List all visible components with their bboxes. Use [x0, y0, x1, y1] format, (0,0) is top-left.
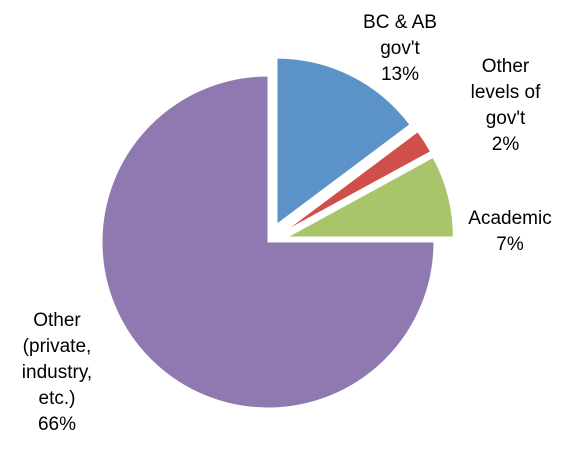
category-label: Other levels of gov't [470, 56, 541, 129]
slice-label: Academic 7% [455, 206, 565, 258]
pie-slice [101, 75, 435, 409]
category-label: BC & AB gov't [363, 12, 437, 59]
slice-label: BC & AB gov't 13% [355, 10, 445, 88]
value-label: 7% [496, 234, 524, 255]
slice-label: Other (private, industry, etc.) 66% [8, 308, 106, 438]
pie-slice [276, 57, 411, 226]
pie-slice [287, 156, 454, 238]
value-label: 13% [380, 64, 420, 85]
value-label: 66% [37, 414, 77, 435]
slice-label: Other levels of gov't 2% [458, 54, 553, 158]
category-label: Other (private, industry, etc.) [21, 310, 93, 409]
value-label: 2% [491, 134, 520, 155]
category-label: Academic [468, 208, 552, 229]
pie-slice [284, 131, 432, 232]
